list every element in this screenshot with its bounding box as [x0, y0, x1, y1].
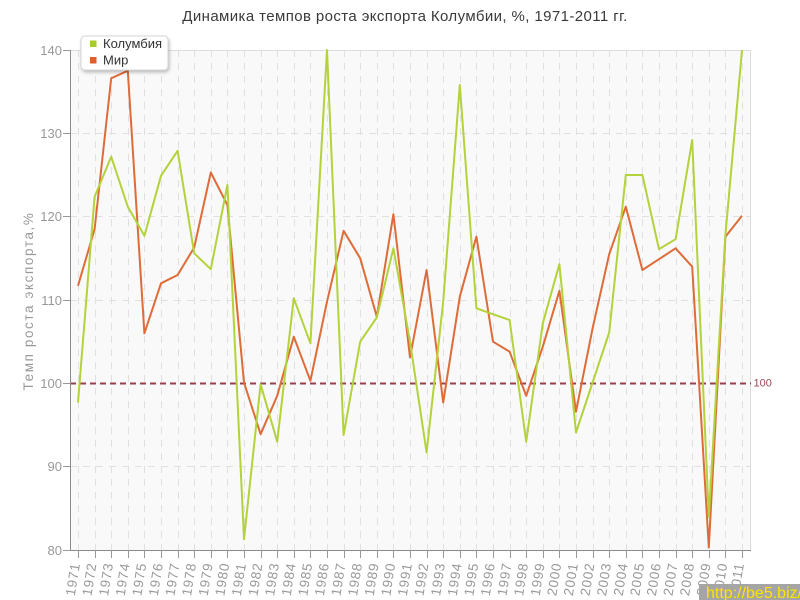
svg-text:1979: 1979	[196, 562, 216, 597]
svg-text:1998: 1998	[511, 562, 531, 597]
svg-text:2007: 2007	[661, 562, 681, 597]
svg-text:Динамика темпов роста экспорта: Динамика темпов роста экспорта Колумбии,…	[182, 8, 627, 25]
svg-text:1977: 1977	[163, 562, 183, 597]
svg-text:100: 100	[40, 376, 62, 391]
svg-text:1996: 1996	[478, 562, 498, 597]
svg-text:http://be5.biz/: http://be5.biz/	[706, 585, 800, 600]
svg-text:Колумбия: Колумбия	[103, 36, 162, 51]
svg-text:1984: 1984	[279, 562, 299, 597]
svg-text:1987: 1987	[329, 562, 349, 597]
svg-text:1974: 1974	[113, 562, 133, 597]
svg-text:130: 130	[40, 126, 62, 141]
svg-text:110: 110	[41, 293, 62, 308]
svg-text:80: 80	[48, 543, 62, 558]
svg-text:140: 140	[40, 43, 62, 58]
svg-text:1982: 1982	[246, 562, 266, 597]
svg-text:1980: 1980	[212, 562, 232, 597]
svg-text:2006: 2006	[644, 562, 664, 597]
svg-text:1991: 1991	[395, 562, 415, 597]
svg-text:2008: 2008	[677, 562, 697, 597]
svg-text:1973: 1973	[96, 562, 116, 597]
svg-text:1992: 1992	[412, 562, 432, 597]
svg-text:1986: 1986	[312, 562, 332, 597]
svg-text:1989: 1989	[362, 562, 382, 597]
svg-text:1995: 1995	[461, 562, 481, 597]
svg-text:1985: 1985	[295, 562, 315, 597]
svg-text:1976: 1976	[146, 562, 166, 597]
svg-text:1972: 1972	[80, 562, 100, 597]
svg-text:1983: 1983	[262, 562, 282, 597]
svg-text:1975: 1975	[129, 562, 149, 597]
svg-text:1988: 1988	[345, 562, 365, 597]
svg-text:100: 100	[754, 378, 772, 390]
svg-text:2005: 2005	[627, 562, 647, 597]
svg-text:2002: 2002	[578, 562, 598, 597]
svg-text:1999: 1999	[528, 562, 548, 597]
svg-text:1994: 1994	[445, 562, 465, 597]
svg-text:2004: 2004	[611, 562, 631, 597]
svg-text:1993: 1993	[428, 562, 448, 597]
svg-text:2001: 2001	[561, 562, 581, 597]
svg-text:120: 120	[40, 209, 62, 224]
svg-text:2000: 2000	[544, 562, 564, 597]
svg-text:90: 90	[48, 459, 62, 474]
svg-text:1981: 1981	[229, 562, 249, 597]
svg-text:1997: 1997	[495, 562, 515, 597]
svg-text:1978: 1978	[179, 562, 199, 597]
svg-text:2003: 2003	[594, 562, 614, 597]
svg-text:1990: 1990	[378, 562, 398, 597]
svg-text:1971: 1971	[63, 562, 83, 597]
svg-text:Мир: Мир	[103, 53, 128, 68]
svg-text:Темп роста экспорта,%: Темп роста экспорта,%	[21, 211, 36, 390]
